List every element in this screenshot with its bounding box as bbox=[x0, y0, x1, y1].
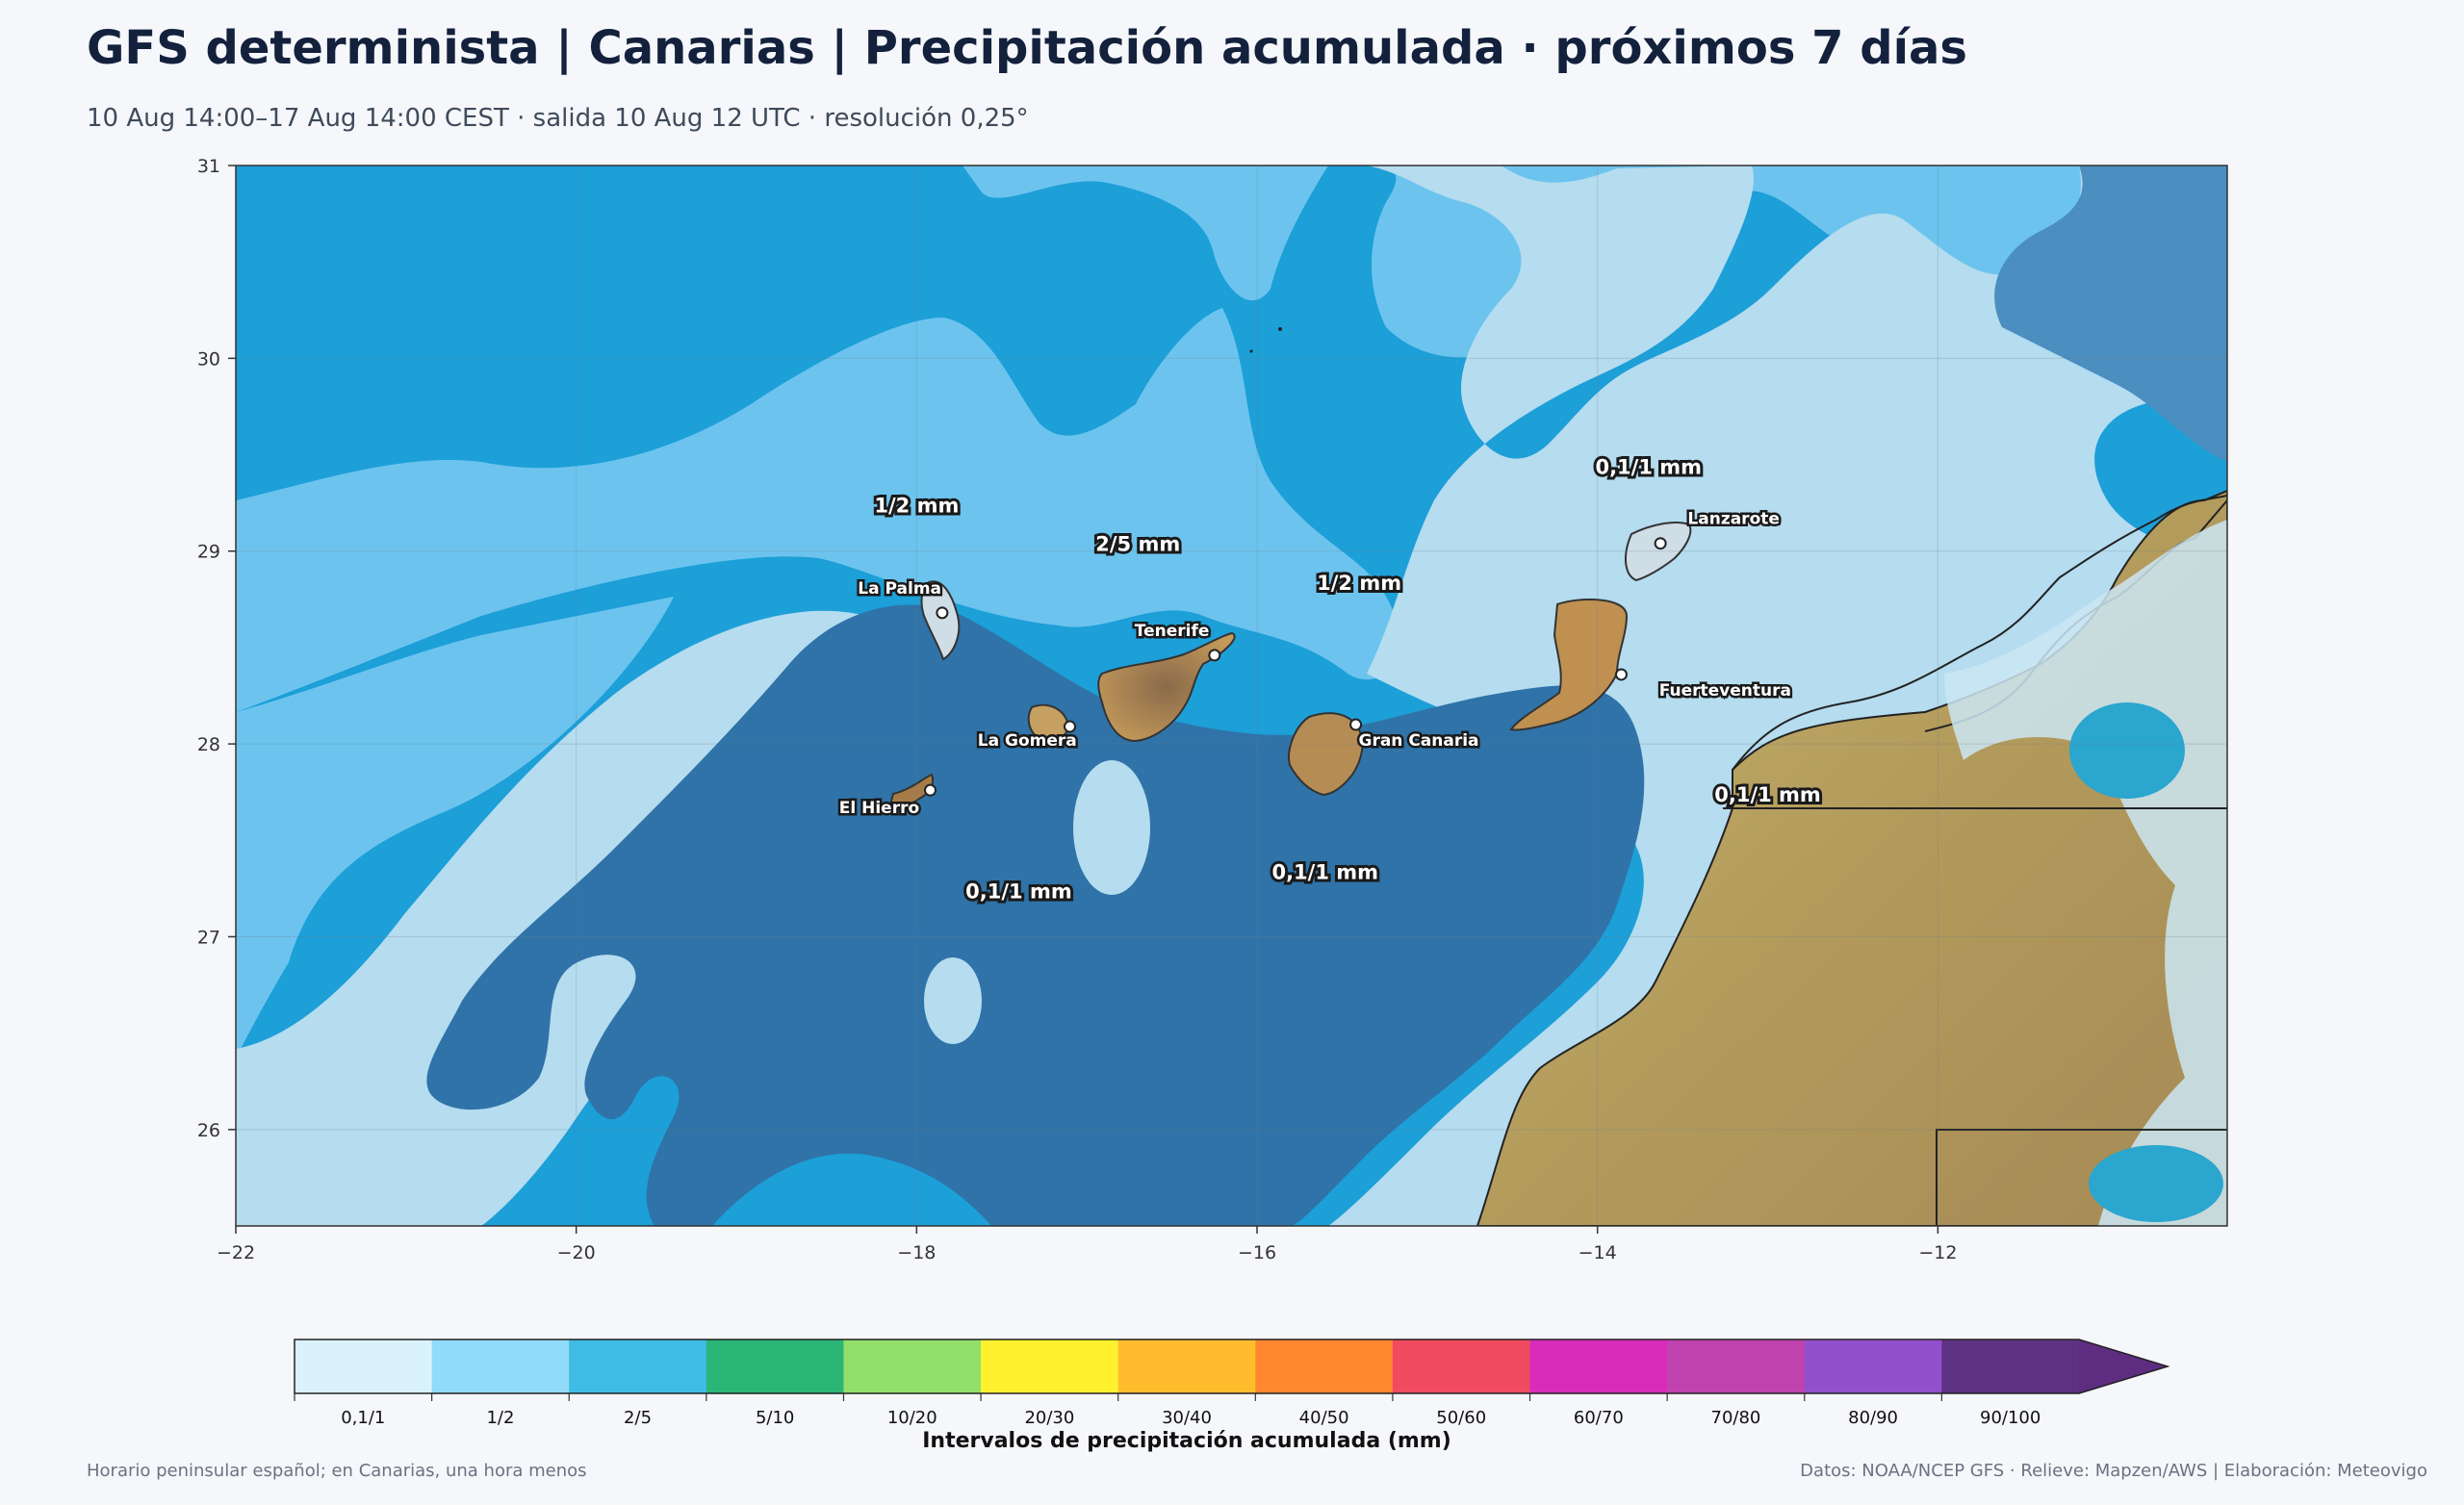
y-tick-label: 26 bbox=[197, 1120, 220, 1141]
place-label: Lanzarote bbox=[1687, 510, 1780, 529]
colorbar-bin-label: 30/40 bbox=[1162, 1408, 1212, 1428]
map-plot-area: 1/2 mm 2/5 mm 1/2 mm 0,1/1 mm 0,1/1 mm 0,1/1 … bbox=[236, 166, 2227, 1226]
y-tick-label: 28 bbox=[197, 734, 220, 755]
colorbar-bin-label: 90/100 bbox=[1980, 1408, 2040, 1428]
precip-field-africa-south bbox=[2089, 1145, 2223, 1222]
x-tick-label: −20 bbox=[557, 1242, 596, 1263]
island-lanzarote bbox=[1625, 522, 1692, 582]
precip-field-dark-ne bbox=[1994, 166, 2227, 462]
colorbar-bin-label: 70/80 bbox=[1711, 1408, 1761, 1428]
precip-area-label: 0,1/1 mm bbox=[965, 880, 1072, 903]
colorbar-bin bbox=[1392, 1339, 1531, 1393]
page-title: GFS determinista | Canarias | Precipitac… bbox=[87, 21, 1967, 75]
colorbar: 0,1/1 1/2 2/5 5/10 10/20 20/30 30/40 40/50 50/60… bbox=[294, 1339, 2170, 1428]
place-marker bbox=[1208, 649, 1221, 662]
colorbar-outline bbox=[294, 1339, 2170, 1394]
colorbar-bin-label: 20/30 bbox=[1024, 1408, 1074, 1428]
colorbar-extend-arrow bbox=[2079, 1339, 2168, 1393]
precip-field-africa-2-5 bbox=[2069, 702, 2185, 799]
x-tick-label: −22 bbox=[217, 1242, 255, 1263]
colorbar-bin bbox=[295, 1339, 433, 1393]
precip-field-2-5-west bbox=[236, 597, 674, 1059]
colorbar-bin bbox=[706, 1339, 844, 1393]
place-marker bbox=[923, 783, 937, 797]
footer-note: Horario peninsular español; en Canarias,… bbox=[87, 1461, 587, 1481]
islet-marker bbox=[1278, 327, 1282, 331]
x-tick-label: −16 bbox=[1238, 1242, 1276, 1263]
colorbar-bin bbox=[1529, 1339, 1668, 1393]
colorbar-bin bbox=[1804, 1339, 1942, 1393]
x-tick-label: −14 bbox=[1578, 1242, 1617, 1263]
precip-field-hole bbox=[1073, 760, 1150, 895]
colorbar-bin bbox=[1255, 1339, 1394, 1393]
colorbar-title: Intervalos de precipitación acumulada (m… bbox=[922, 1429, 1451, 1453]
colorbar-bin-label: 1/2 bbox=[486, 1408, 514, 1428]
islet-marker-2 bbox=[1249, 349, 1253, 353]
page-subtitle: 10 Aug 14:00–17 Aug 14:00 CEST · salida … bbox=[87, 104, 1029, 133]
colorbar-bin-label: 40/50 bbox=[1299, 1408, 1349, 1428]
colorbar-bin bbox=[1117, 1339, 1256, 1393]
border-line-south bbox=[1936, 1129, 2227, 1226]
precip-area-label: 1/2 mm bbox=[1317, 572, 1401, 595]
island-la-palma bbox=[920, 580, 961, 661]
colorbar-bin-label: 60/70 bbox=[1574, 1408, 1624, 1428]
colorbar-bin-label: 5/10 bbox=[756, 1408, 794, 1428]
colorbar-bin bbox=[1941, 1339, 2080, 1393]
island-tenerife bbox=[1097, 631, 1236, 743]
colorbar-bin-label: 2/5 bbox=[624, 1408, 652, 1428]
gridlines bbox=[236, 166, 2227, 1226]
colorbar-bin bbox=[843, 1339, 982, 1393]
colorbar-bin-label: 10/20 bbox=[887, 1408, 937, 1428]
y-tick-label: 31 bbox=[197, 156, 220, 177]
footer-credits: Datos: NOAA/NCEP GFS · Relieve: Mapzen/A… bbox=[1800, 1461, 2427, 1481]
precip-area-label: 0,1/1 mm bbox=[1595, 456, 1702, 479]
precip-field-over-africa bbox=[1944, 520, 2227, 1226]
precip-area-label: 0,1/1 mm bbox=[1271, 860, 1378, 883]
island-la-gomera bbox=[1027, 703, 1070, 742]
place-label: Tenerife bbox=[1135, 622, 1210, 641]
place-label: El Hierro bbox=[839, 799, 919, 818]
place-label: Fuerteventura bbox=[1659, 681, 1791, 701]
y-tick-label: 27 bbox=[197, 927, 220, 948]
place-label: Gran Canaria bbox=[1358, 731, 1478, 751]
x-tick-label: −18 bbox=[897, 1242, 936, 1263]
precip-area-label: 1/2 mm bbox=[874, 495, 959, 518]
precip-area-label: 0,1/1 mm bbox=[1714, 783, 1821, 806]
precip-field-2-5 bbox=[236, 308, 1400, 712]
north-africa-coast bbox=[1732, 495, 2227, 771]
y-tick-label: 30 bbox=[197, 348, 220, 370]
precip-area-label: 2/5 mm bbox=[1095, 533, 1180, 556]
colorbar-bin bbox=[431, 1339, 570, 1393]
island-fuerteventura bbox=[1509, 599, 1629, 731]
place-marker bbox=[1654, 537, 1667, 550]
colorbar-bin-label: 0,1/1 bbox=[341, 1408, 385, 1428]
place-marker bbox=[1064, 720, 1077, 733]
colorbar-bin-label: 50/60 bbox=[1436, 1408, 1486, 1428]
colorbar-bin-label: 80/90 bbox=[1848, 1408, 1898, 1428]
place-marker bbox=[1349, 718, 1363, 731]
place-marker bbox=[936, 606, 949, 620]
colorbar-bin bbox=[569, 1339, 707, 1393]
place-markers: La Palma Tenerife La Gomera El Hierro Gran C… bbox=[836, 507, 1793, 821]
place-marker bbox=[1614, 668, 1628, 681]
colorbar-bin bbox=[1667, 1339, 1806, 1393]
y-tick-label: 29 bbox=[197, 542, 220, 563]
place-label: La Palma bbox=[858, 579, 941, 599]
precip-field-hole-2 bbox=[924, 957, 982, 1044]
x-tick-label: −12 bbox=[1918, 1242, 1957, 1263]
plot-frame bbox=[235, 165, 2228, 1227]
place-label: La Gomera bbox=[978, 731, 1077, 751]
area-labels: 1/2 mm 2/5 mm 1/2 mm 0,1/1 mm 0,1/1 mm 0,1/1 … bbox=[871, 453, 1823, 906]
axes-ticks: −22 −20 −18 −16 −14 −12 31 30 29 28 27 26 bbox=[197, 156, 1958, 1263]
colorbar-bin bbox=[981, 1339, 1119, 1393]
